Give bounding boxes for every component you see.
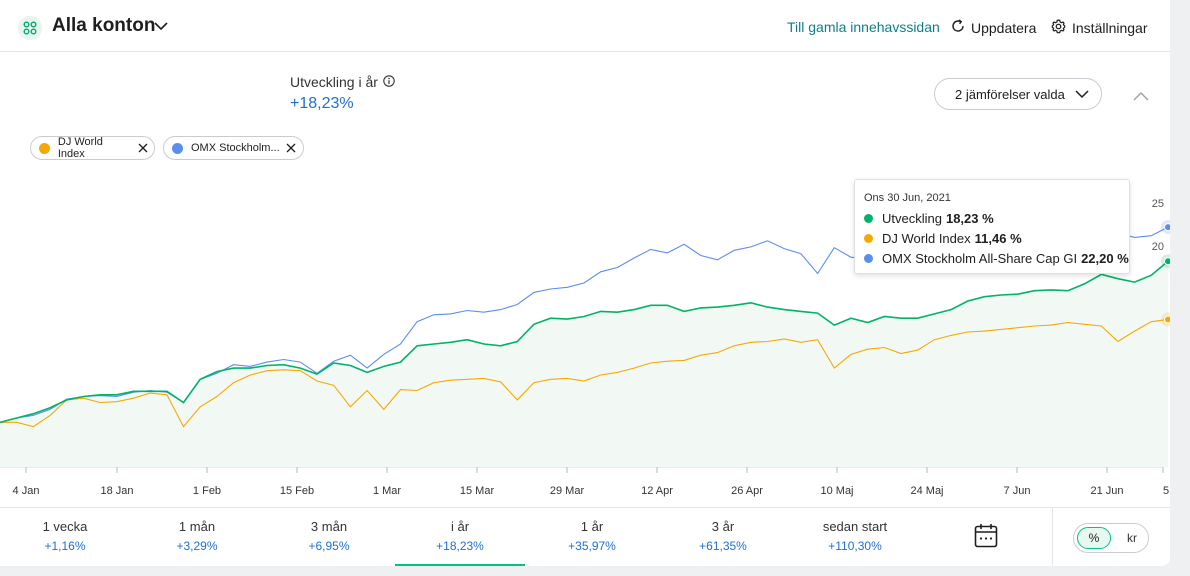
holdings-card: Alla konton Till gamla innehavssidan Upp…: [0, 0, 1170, 566]
period-tab-1-year[interactable]: 1 år +35,97%: [527, 508, 657, 566]
y-tick-label: 25: [1152, 198, 1164, 210]
y-tick-label: 20: [1152, 241, 1164, 253]
period-value: +3,29%: [176, 539, 218, 553]
x-tick-label: 26 Apr: [731, 485, 763, 497]
chevron-down-icon[interactable]: [154, 18, 168, 36]
period-label: i år: [450, 519, 470, 534]
chevron-down-icon: [1075, 90, 1089, 99]
chevron-up-icon[interactable]: [1133, 88, 1149, 106]
x-tick-label: 4 Jan: [13, 485, 40, 497]
period-label: sedan start: [822, 519, 888, 534]
unit-toggle: % kr: [1073, 523, 1149, 553]
x-tick-label: 1 Mar: [373, 485, 401, 497]
x-tick-label: 5 Jul: [1163, 485, 1170, 497]
tooltip-row: OMX Stockholm All-Share Cap GI 22,20 %: [864, 251, 1129, 266]
chip-color-dot: [172, 142, 183, 154]
update-label: Uppdatera: [971, 19, 1037, 36]
period-label: 1 år: [580, 519, 604, 534]
portfolio-series-line: [0, 260, 1169, 424]
divider: [1052, 508, 1053, 566]
refresh-icon: [951, 19, 965, 36]
x-tick-label: 29 Mar: [550, 485, 585, 497]
series-end-point: [1164, 315, 1170, 324]
chip-label: OMX Stockholm...: [191, 142, 280, 154]
period-tab-1-month[interactable]: 1 mån +3,29%: [132, 508, 262, 566]
tooltip-row: Utveckling 18,23 %: [864, 211, 994, 226]
series-end-point: [1164, 223, 1170, 232]
update-button[interactable]: Uppdatera: [951, 19, 1036, 36]
period-label: 1 mån: [178, 519, 216, 534]
period-label: 1 vecka: [42, 519, 88, 534]
x-tick-label: 15 Mar: [460, 485, 495, 497]
tooltip-series-name: DJ World Index: [882, 231, 971, 246]
tooltip-series-value: 11,46 %: [974, 231, 1022, 246]
tooltip-series-name: Utveckling: [882, 211, 942, 226]
old-holdings-link[interactable]: Till gamla innehavssidan: [787, 19, 940, 35]
period-label: 3 mån: [310, 519, 348, 534]
period-selector: 1 vecka +1,16% 1 mån +3,29% 3 mån +6,95%…: [0, 507, 1170, 566]
period-tab-3-years[interactable]: 3 år +61,35%: [658, 508, 788, 566]
tooltip-row: DJ World Index 11,46 %: [864, 231, 1022, 246]
accounts-grid-icon[interactable]: [18, 16, 42, 40]
close-icon[interactable]: [138, 143, 148, 153]
dj-world-series-line: [0, 318, 1169, 428]
tooltip-date: Ons 30 Jun, 2021: [864, 192, 951, 204]
period-value: +35,97%: [568, 539, 616, 553]
series-dot: [864, 254, 873, 263]
period-value: +18,23%: [436, 539, 484, 553]
chip-color-dot: [39, 142, 50, 154]
chart-tooltip: Ons 30 Jun, 2021 Utveckling 18,23 % DJ W…: [854, 179, 1130, 274]
period-tab-since-start[interactable]: sedan start +110,30%: [790, 508, 920, 566]
period-value: +6,95%: [308, 539, 350, 553]
x-tick-label: 7 Jun: [1004, 485, 1031, 497]
active-tab-underline: [395, 564, 525, 566]
period-tab-ytd[interactable]: i år +18,23%: [395, 508, 525, 566]
series-end-point: [1164, 257, 1170, 266]
period-label: 3 år: [711, 519, 735, 534]
x-tick-label: 15 Feb: [280, 485, 314, 497]
account-selector-title[interactable]: Alla konton: [52, 15, 156, 36]
comparison-chip-omx[interactable]: OMX Stockholm...: [163, 136, 304, 160]
tooltip-series-value: 22,20 %: [1081, 251, 1129, 266]
series-dot: [864, 234, 873, 243]
x-tick-label: 18 Jan: [100, 485, 133, 497]
comparisons-dropdown[interactable]: 2 jämförelser valda: [934, 78, 1102, 110]
period-value: +110,30%: [828, 539, 882, 553]
unit-percent-option[interactable]: %: [1077, 527, 1111, 549]
performance-label: Utveckling i år: [290, 74, 395, 90]
performance-value: +18,23%: [290, 95, 354, 112]
old-holdings-link-label: Till gamla innehavssidan: [787, 19, 940, 35]
comparison-chip-dj-world[interactable]: DJ World Index: [30, 136, 155, 160]
calendar-icon[interactable]: [974, 523, 998, 553]
x-tick-label: 21 Jun: [1090, 485, 1123, 497]
tooltip-series-name: OMX Stockholm All-Share Cap GI: [882, 251, 1078, 266]
comparisons-dropdown-label: 2 jämförelser valda: [955, 86, 1065, 102]
chip-label: DJ World Index: [57, 136, 103, 160]
x-tick-label: 24 Maj: [910, 485, 943, 497]
portfolio-area-fill: [0, 261, 1168, 467]
info-icon[interactable]: [383, 74, 395, 90]
settings-label: Inställningar: [1072, 20, 1148, 36]
period-value: +1,16%: [44, 539, 86, 553]
gear-icon: [1051, 19, 1066, 37]
x-tick-label: 10 Maj: [820, 485, 853, 497]
close-icon[interactable]: [286, 143, 296, 153]
period-value: +61,35%: [699, 539, 747, 553]
x-tick-label: 12 Apr: [641, 485, 673, 497]
period-tab-3-months[interactable]: 3 mån +6,95%: [264, 508, 394, 566]
header: Alla konton Till gamla innehavssidan Upp…: [0, 0, 1170, 52]
x-tick-label: 1 Feb: [193, 485, 221, 497]
unit-kr-option[interactable]: kr: [1127, 531, 1137, 545]
period-tab-1-week[interactable]: 1 vecka +1,16%: [0, 508, 130, 566]
series-dot: [864, 214, 873, 223]
performance-label-text: Utveckling i år: [290, 74, 378, 90]
tooltip-series-value: 18,23 %: [945, 211, 994, 226]
settings-button[interactable]: Inställningar: [1051, 19, 1148, 37]
